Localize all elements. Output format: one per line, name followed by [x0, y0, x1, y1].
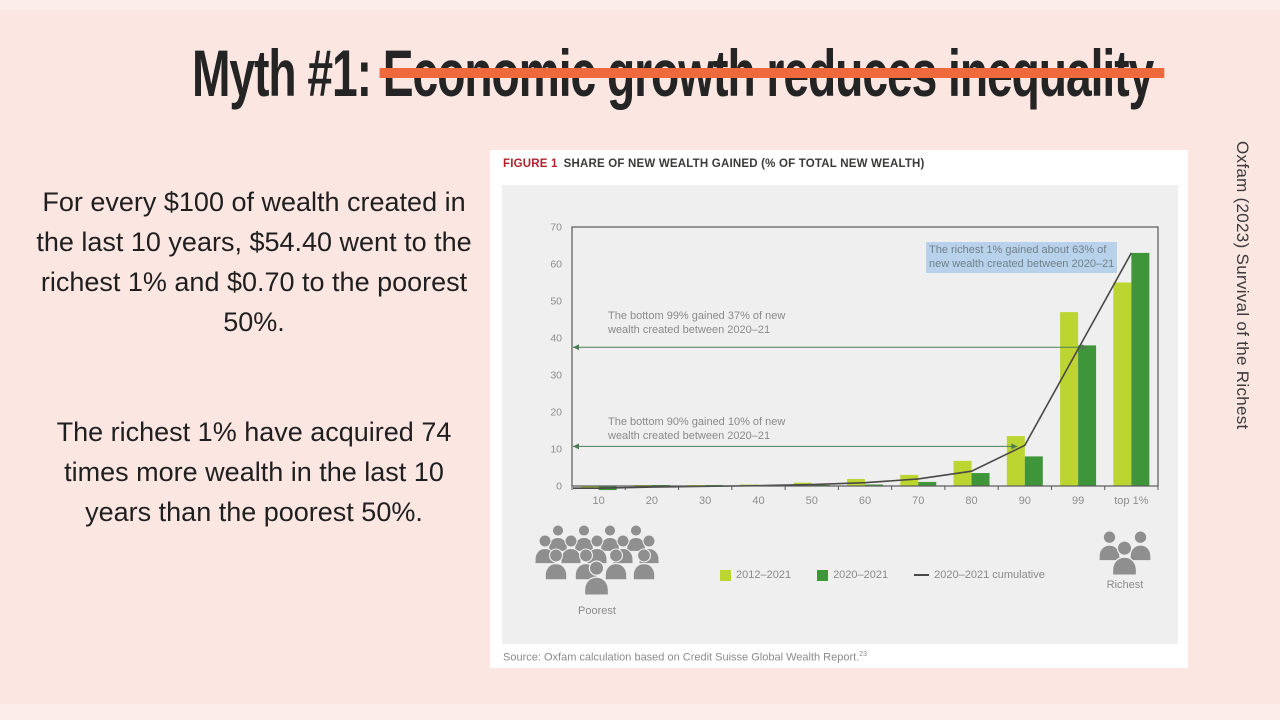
svg-text:10: 10 — [593, 495, 605, 507]
richest-label: Richest — [1106, 579, 1144, 591]
citation-vertical: Oxfam (2023) Survival of the Richest — [1233, 141, 1252, 430]
legend-label: 2020–2021 — [833, 569, 889, 581]
svg-text:60: 60 — [550, 259, 562, 271]
slide-title: Myth #1: Economic growth reduces inequal… — [192, 40, 1154, 106]
svg-text:30: 30 — [699, 495, 711, 507]
annotation-richest-1: The richest 1% gained about 63% of new w… — [926, 242, 1118, 273]
top-strip — [0, 0, 1280, 10]
svg-text:0: 0 — [556, 481, 562, 493]
legend-swatch-light-green — [720, 569, 731, 581]
svg-text:40: 40 — [550, 333, 562, 345]
chart-legend: 2012–2021 2020–2021 2020–2021 cumulative — [720, 569, 1045, 581]
svg-text:50: 50 — [550, 296, 562, 308]
svg-text:60: 60 — [859, 495, 871, 507]
source-superscript: 23 — [859, 651, 868, 658]
svg-text:99: 99 — [1072, 495, 1084, 507]
legend-swatch-dark-green — [817, 569, 829, 581]
chart-area: 0 10 20 30 40 50 60 70 10 20 30 40 50 60 70 80 90 99 top 1… — [502, 185, 1178, 644]
annotation-bottom-99: The bottom 99% gained 37% of new wealth … — [608, 310, 786, 337]
figure-card: FIGURE 1 SHARE OF NEW WEALTH GAINED (% OF… — [490, 150, 1188, 668]
bottom-strip — [0, 704, 1280, 720]
svg-text:20: 20 — [646, 495, 658, 507]
wealth-share-chart: 0 10 20 30 40 50 60 70 10 20 30 40 50 60 70 80 90 99 top 1… — [550, 222, 1159, 507]
stat-paragraph-2: The richest 1% have acquired 74 times mo… — [56, 416, 452, 527]
title-struck-text: Economic growth reduces inequality — [382, 36, 1154, 110]
source-text: Source: Oxfam calculation based on Credi… — [503, 651, 860, 664]
poorest-label: Poorest — [578, 605, 616, 617]
legend-item-cumulative: 2020–2021 cumulative — [914, 569, 1045, 581]
title-prefix: Myth #1: — [192, 36, 383, 110]
svg-text:70: 70 — [912, 495, 924, 507]
figure-label: FIGURE 1 — [503, 158, 558, 170]
svg-text:50: 50 — [806, 495, 818, 507]
legend-label: 2020–2021 cumulative — [934, 569, 1045, 581]
stats-column: For every $100 of wealth created in the … — [28, 183, 480, 603]
richest-group-icon — [1094, 529, 1156, 584]
legend-item-2020-2021: 2020–2021 — [817, 569, 888, 581]
legend-item-2012-2021: 2012–2021 — [720, 569, 791, 581]
svg-text:90: 90 — [1019, 495, 1031, 507]
figure-title: SHARE OF NEW WEALTH GAINED (% OF TOTAL N… — [563, 158, 925, 170]
svg-text:40: 40 — [752, 495, 764, 507]
annotation-bottom-90: The bottom 90% gained 10% of new wealth … — [608, 416, 786, 443]
figure-header: FIGURE 1 SHARE OF NEW WEALTH GAINED (% OF… — [503, 158, 925, 170]
svg-text:70: 70 — [550, 222, 562, 234]
svg-text:20: 20 — [550, 407, 562, 419]
svg-text:top 1%: top 1% — [1114, 495, 1148, 507]
stat-paragraph-1: For every $100 of wealth created in the … — [36, 187, 472, 337]
poorest-crowd-icon — [532, 524, 662, 608]
legend-label: 2012–2021 — [736, 569, 792, 581]
legend-swatch-line — [914, 574, 930, 576]
svg-text:30: 30 — [550, 370, 562, 382]
svg-text:10: 10 — [550, 444, 562, 456]
svg-text:80: 80 — [965, 495, 977, 507]
figure-source: Source: Oxfam calculation based on Credi… — [503, 651, 867, 664]
